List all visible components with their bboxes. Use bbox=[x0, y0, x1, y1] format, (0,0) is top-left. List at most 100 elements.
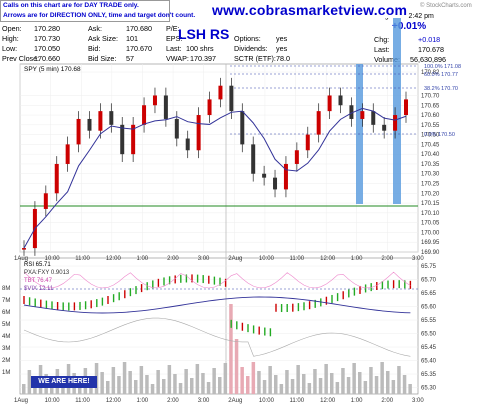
volume-bar bbox=[341, 368, 345, 394]
price-x-tick: 2Aug bbox=[228, 256, 242, 262]
prevclose-label: Prev Close: bbox=[2, 54, 40, 63]
lower-y-tick: 65.40 bbox=[421, 359, 437, 365]
candle-body bbox=[360, 111, 365, 119]
candle-body bbox=[163, 95, 168, 119]
volume-bar bbox=[190, 378, 194, 394]
volume-bar bbox=[212, 368, 216, 394]
candle-body bbox=[174, 118, 179, 139]
candle-body bbox=[316, 111, 321, 135]
volume-bar bbox=[167, 365, 172, 394]
volume-bar bbox=[139, 366, 144, 394]
volume-bar bbox=[173, 374, 177, 394]
price-y-tick: 170.00 bbox=[421, 230, 440, 236]
volume-bar bbox=[106, 381, 110, 394]
price-y-tick: 170.40 bbox=[421, 152, 440, 158]
options-label: Options: bbox=[234, 34, 261, 43]
volume-bar bbox=[307, 383, 312, 394]
bid-label: Bid: bbox=[88, 44, 101, 53]
stockcharts-brand: © StockCharts.com bbox=[420, 3, 472, 9]
candle-body bbox=[196, 115, 201, 151]
last2-value: 170.678 bbox=[418, 45, 444, 54]
volume-tick: 1M bbox=[2, 370, 10, 376]
lower-ma-line bbox=[23, 296, 411, 314]
low-value: 170.050 bbox=[34, 44, 60, 53]
price-x-tick: 3:00 bbox=[198, 256, 210, 262]
low-label: Low: bbox=[2, 44, 18, 53]
candle-body bbox=[43, 193, 48, 209]
lower-y-tick: 65.45 bbox=[421, 345, 437, 351]
volume-bar bbox=[408, 384, 412, 394]
price-y-tick: 170.15 bbox=[421, 201, 440, 207]
volume-bar bbox=[218, 377, 222, 394]
volume-bar bbox=[162, 379, 166, 394]
lower-x-tick: 1:00 bbox=[136, 398, 148, 404]
volume-bar bbox=[302, 374, 306, 394]
price-y-tick: 170.10 bbox=[421, 211, 440, 217]
lower-y-tick: 65.75 bbox=[421, 264, 437, 270]
fib-label: 38.2% 170.70 bbox=[424, 86, 458, 92]
asksize-value: 101 bbox=[126, 34, 138, 43]
pe-label: P/E: bbox=[166, 24, 180, 33]
volume-bar bbox=[100, 372, 104, 394]
price-x-tick: 10:00 bbox=[259, 256, 275, 262]
lower-x-tick: 2:00 bbox=[381, 398, 393, 404]
last-label: Last: bbox=[166, 44, 182, 53]
lower-x-tick: 10:00 bbox=[45, 398, 61, 404]
vix-line bbox=[23, 317, 411, 357]
price-x-tick: 11:00 bbox=[75, 256, 90, 262]
prevclose-value: 170.660 bbox=[34, 54, 60, 63]
rsi-legend: RSI 65.71 bbox=[24, 262, 51, 268]
vwap-value: 170.397 bbox=[190, 54, 216, 63]
high-value: 170.730 bbox=[34, 34, 60, 43]
bidsize-value: 57 bbox=[126, 54, 134, 63]
vix-legend: $VIX 12.11 bbox=[24, 286, 54, 292]
volume-bar bbox=[240, 367, 244, 394]
volume-value: 56,630,896 bbox=[410, 55, 446, 64]
volume-bar bbox=[346, 377, 351, 394]
pxa-legend: PXA:FXY 0.9013 bbox=[24, 270, 70, 276]
fib-label: 60.0% 170.77 bbox=[424, 72, 458, 78]
volume-tick: 3M bbox=[2, 346, 10, 352]
volume-bar bbox=[330, 373, 334, 394]
options-value: yes bbox=[276, 34, 288, 43]
candle-body bbox=[207, 99, 212, 116]
candle-body bbox=[404, 99, 408, 116]
volume-bar bbox=[335, 382, 340, 394]
price-y-tick: 170.20 bbox=[421, 191, 440, 197]
volume-bar bbox=[195, 364, 200, 394]
lower-y-tick: 65.65 bbox=[421, 291, 437, 297]
volume-tick: 5M bbox=[2, 322, 10, 328]
candle-body bbox=[393, 115, 398, 131]
volume-bar bbox=[397, 366, 401, 394]
tbt-legend: TBT 76.47 bbox=[24, 278, 53, 284]
candle-body bbox=[273, 177, 278, 190]
lower-x-tick: 1Aug bbox=[14, 398, 28, 404]
price-x-tick: 12:00 bbox=[320, 256, 336, 262]
lower-x-tick: 1:00 bbox=[351, 398, 363, 404]
volume-bar bbox=[352, 363, 356, 394]
candle-body bbox=[54, 163, 59, 194]
site-watermark[interactable]: www.cobrasmarketview.com bbox=[212, 2, 408, 18]
volume-bar bbox=[313, 369, 317, 394]
moving-average-line bbox=[23, 107, 407, 249]
price-x-tick: 1:00 bbox=[351, 256, 363, 262]
volume-bar bbox=[128, 371, 132, 394]
lower-y-tick: 65.60 bbox=[421, 305, 437, 311]
last2-label: Last: bbox=[374, 45, 390, 54]
price-y-tick: 170.55 bbox=[421, 123, 440, 129]
lower-y-tick: 65.30 bbox=[421, 386, 437, 392]
ask-value: 170.680 bbox=[126, 24, 152, 33]
volume-bar bbox=[50, 383, 54, 394]
candle-body bbox=[98, 111, 103, 131]
volume-bar bbox=[246, 376, 250, 394]
price-y-tick: 170.82 bbox=[421, 70, 440, 76]
candle-body bbox=[22, 248, 26, 250]
fib-label: 100.0% 171.08 bbox=[424, 64, 461, 70]
lower-x-tick: 11:00 bbox=[75, 398, 90, 404]
price-x-tick: 2:00 bbox=[381, 256, 393, 262]
volume-bar bbox=[257, 371, 261, 394]
price-y-tick: 170.65 bbox=[421, 103, 440, 109]
candle-body bbox=[251, 144, 256, 174]
volume-bar bbox=[251, 362, 256, 394]
volume-bar bbox=[156, 370, 160, 394]
